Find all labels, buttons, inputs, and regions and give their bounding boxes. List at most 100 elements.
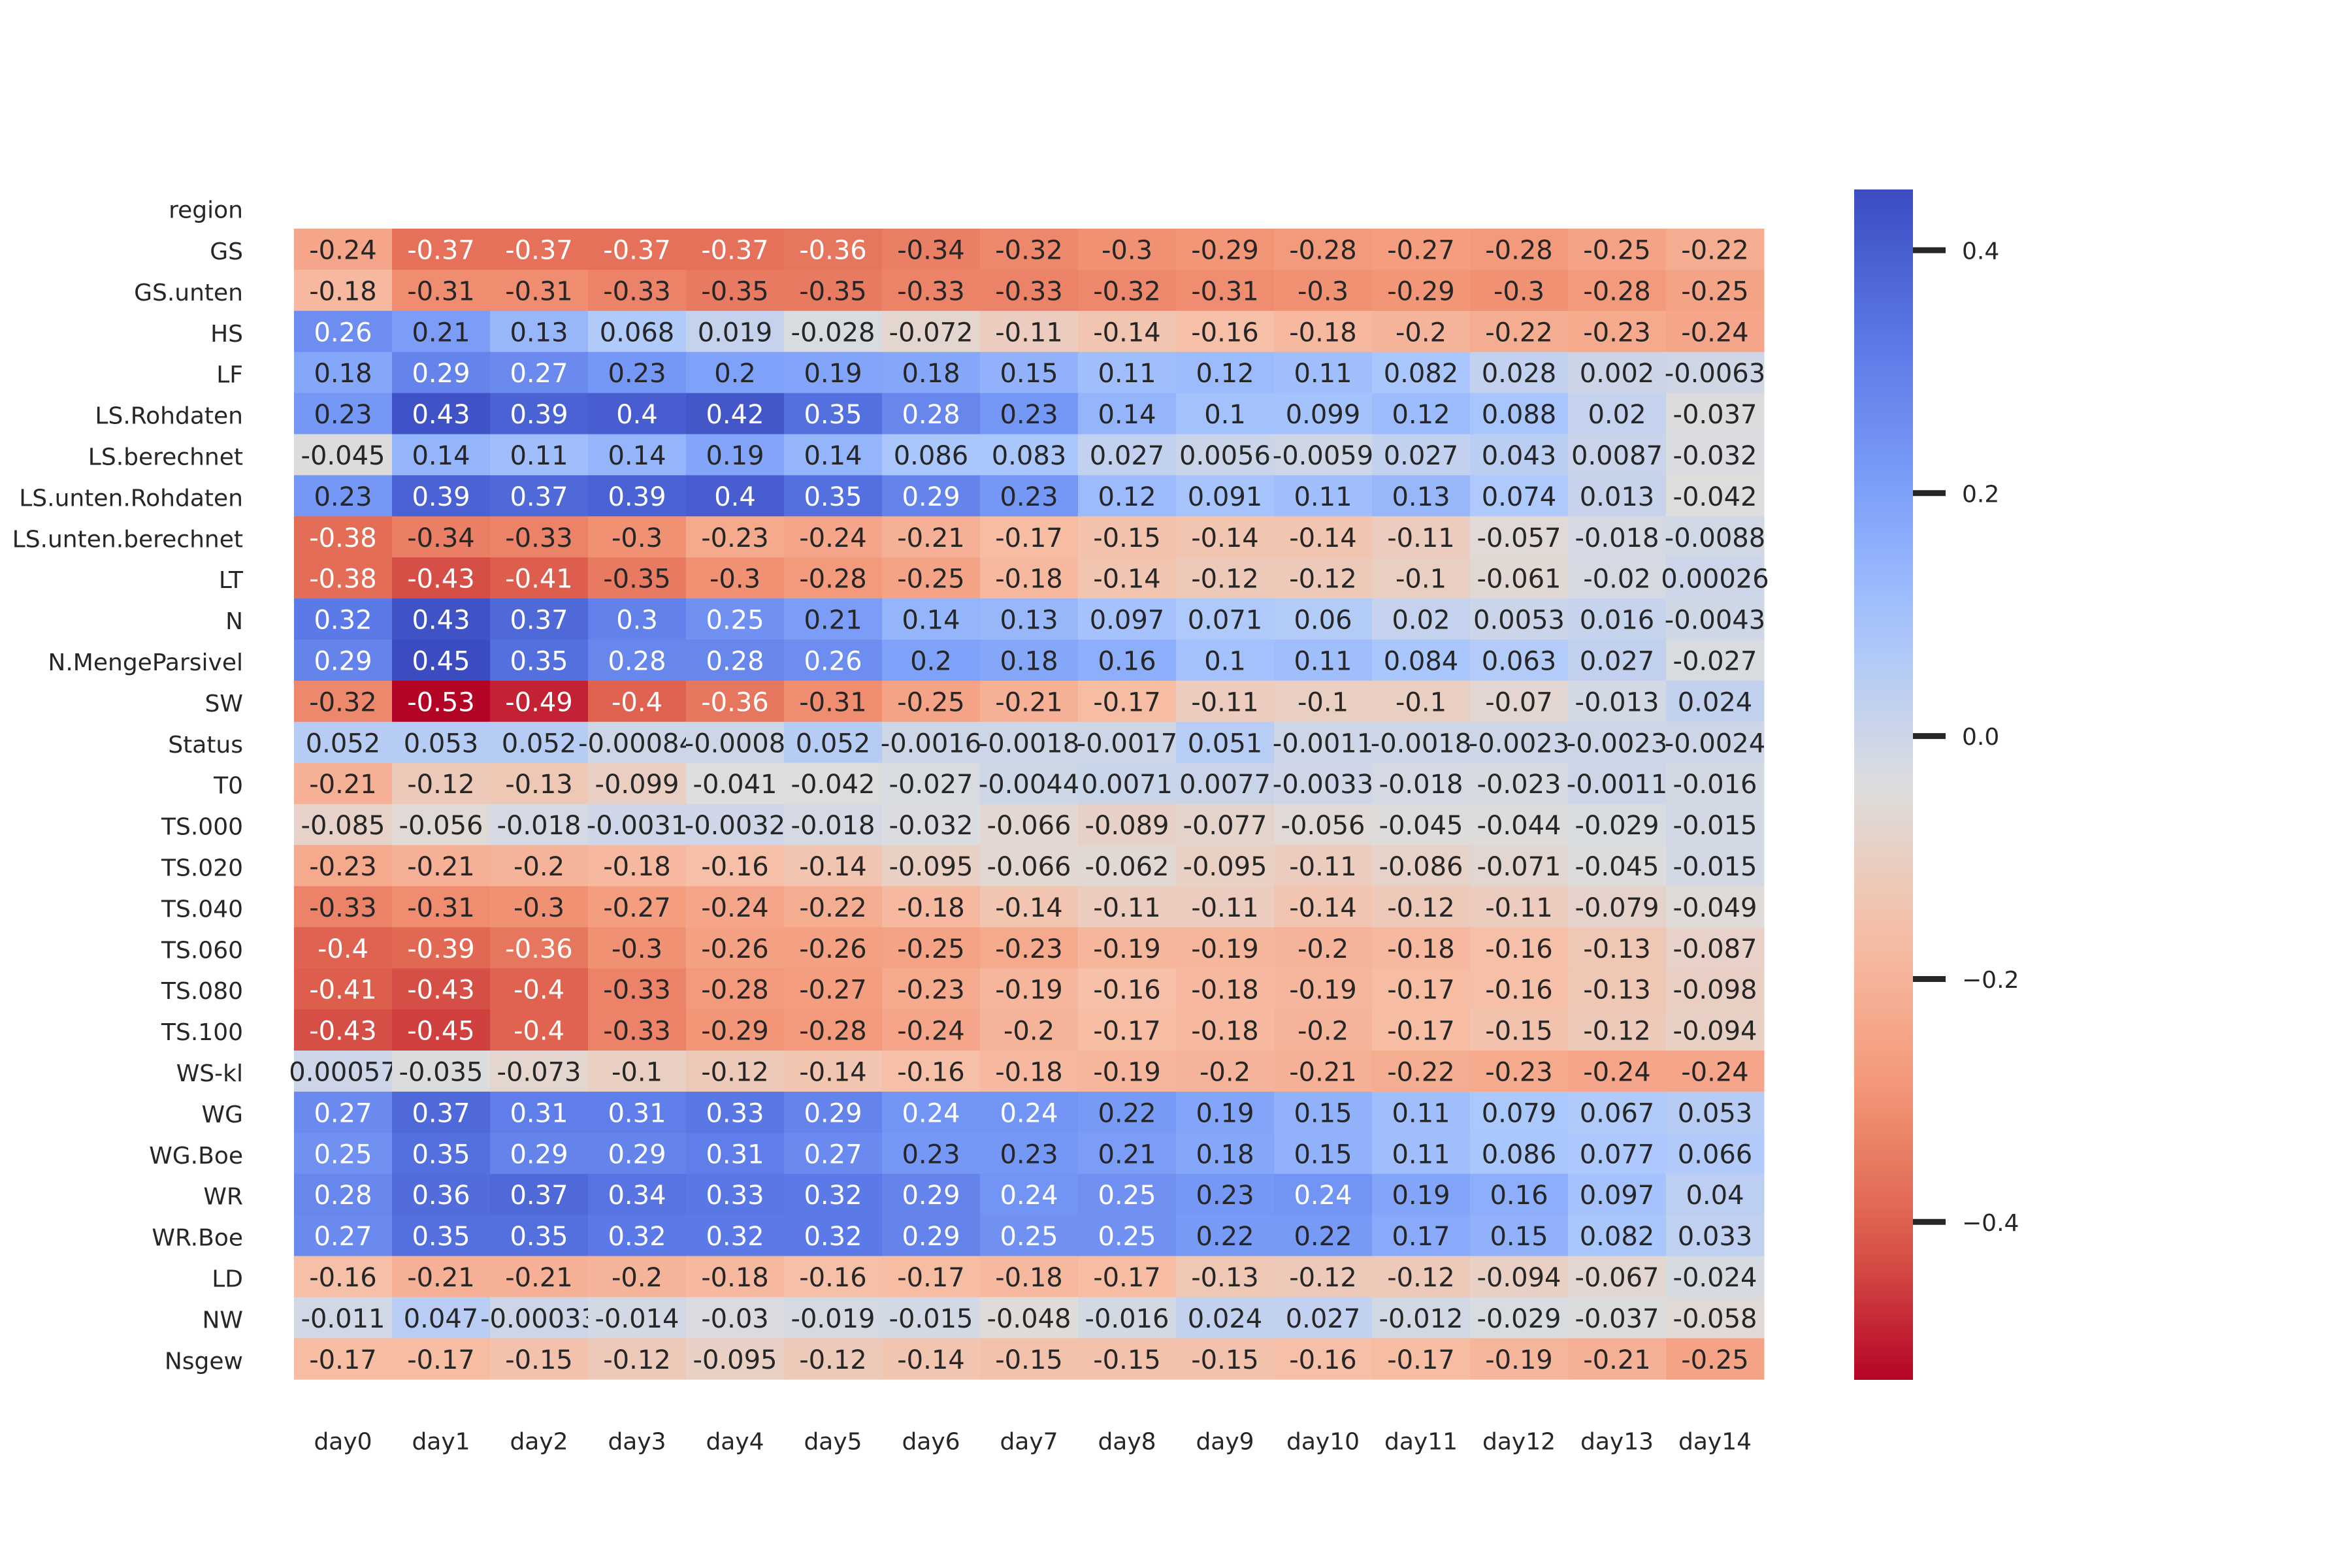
heatmap-cell xyxy=(686,516,785,558)
heatmap-cell xyxy=(1666,1051,1765,1092)
row-label: TS.000 xyxy=(161,814,243,841)
heatmap-cell xyxy=(784,968,883,1010)
heatmap-cell xyxy=(1470,1091,1569,1134)
cell-value-label: 0.27 xyxy=(804,1139,862,1169)
heatmap-cell xyxy=(980,968,1079,1010)
cell-value-label: -0.33 xyxy=(995,276,1063,306)
cell-value-label: -0.22 xyxy=(1387,1057,1455,1087)
cell-value-label: -0.0016 xyxy=(881,728,981,759)
heatmap-cell xyxy=(294,1297,393,1339)
cell-value-label: 0.051 xyxy=(1188,728,1263,759)
heatmap-cell xyxy=(392,968,491,1010)
column-label: day4 xyxy=(706,1429,764,1456)
cell-value-label: 0.25 xyxy=(314,1139,372,1169)
cell-value-label: -0.32 xyxy=(995,235,1063,265)
colorbar-tick-label: −0.4 xyxy=(1962,1210,2019,1237)
cell-value-label: -0.12 xyxy=(1387,893,1455,923)
cell-value-label: -0.11 xyxy=(1289,852,1357,882)
cell-value-label: 0.3 xyxy=(616,606,658,636)
heatmap-cell xyxy=(882,1256,981,1298)
column-label: day12 xyxy=(1482,1429,1556,1456)
heatmap-cell xyxy=(490,516,589,558)
heatmap-cell xyxy=(588,1132,687,1175)
heatmap-cell xyxy=(392,1256,491,1298)
cell-value-label: -0.18 xyxy=(995,1057,1063,1087)
cell-value-label: -0.045 xyxy=(1575,852,1659,882)
heatmap-cell xyxy=(1078,762,1177,805)
cell-value-label: 0.00057 xyxy=(289,1057,397,1087)
cell-value-label: 0.11 xyxy=(1098,359,1156,389)
heatmap-cell xyxy=(980,1256,1079,1298)
heatmap-cell xyxy=(1274,721,1373,764)
heatmap-cell xyxy=(1078,927,1177,969)
heatmap-cell xyxy=(1470,351,1569,394)
row-label: LS.berechnet xyxy=(88,444,243,470)
heatmap-cell xyxy=(392,1297,491,1339)
heatmap-cell xyxy=(1470,557,1569,599)
cell-value-label: 0.35 xyxy=(412,1139,470,1169)
column-label: day6 xyxy=(902,1429,960,1456)
heatmap-cell xyxy=(490,393,589,434)
heatmap-cell xyxy=(490,886,589,928)
cell-value-label: 0.26 xyxy=(804,646,862,676)
cell-value-label: -0.11 xyxy=(1485,893,1553,923)
cell-value-label: 0.066 xyxy=(1678,1139,1753,1169)
cell-value-label: 0.027 xyxy=(1286,1304,1361,1334)
heatmap-cell xyxy=(1078,1215,1177,1256)
heatmap-cell xyxy=(1274,927,1373,969)
colorbar-tick-label: 0.2 xyxy=(1962,481,1999,508)
row-label: LT xyxy=(219,567,244,594)
heatmap-cell xyxy=(1372,1132,1471,1175)
cell-value-label: 0.14 xyxy=(902,606,960,636)
heatmap-cell xyxy=(1568,1009,1667,1051)
heatmap-cell xyxy=(1568,968,1667,1010)
cell-value-label: -0.018 xyxy=(1575,523,1659,553)
cell-value-label: 0.19 xyxy=(1392,1181,1450,1211)
cell-value-label: -0.1 xyxy=(1396,687,1446,717)
cell-value-label: -0.0033 xyxy=(1273,770,1373,800)
colorbar-tick-label: −0.2 xyxy=(1962,967,2019,994)
cell-value-label: -0.018 xyxy=(497,811,581,841)
colorbar-tick-label: 0.4 xyxy=(1962,238,1999,265)
heatmap-cell xyxy=(686,475,785,517)
cell-value-label: 0.074 xyxy=(1482,482,1557,512)
heatmap-cell xyxy=(1176,393,1275,434)
heatmap-cell xyxy=(1666,927,1765,969)
cell-value-label: -0.094 xyxy=(1477,1263,1561,1293)
heatmap-cell xyxy=(1470,804,1569,845)
heatmap-cell xyxy=(1666,1009,1765,1051)
heatmap-cell xyxy=(882,886,981,928)
cell-value-label: 0.28 xyxy=(902,400,960,430)
heatmap-cell xyxy=(1470,1338,1569,1380)
heatmap-cell xyxy=(392,557,491,599)
cell-value-label: -0.24 xyxy=(701,893,769,923)
heatmap-cell xyxy=(588,1215,687,1256)
heatmap-cell xyxy=(1274,351,1373,394)
cell-value-label: -0.094 xyxy=(1673,1017,1757,1047)
heatmap-cell xyxy=(1372,640,1471,681)
cell-value-label: -0.29 xyxy=(701,1017,769,1047)
cell-value-label: -0.27 xyxy=(799,975,867,1005)
heatmap-cell xyxy=(784,475,883,517)
heatmap-cell xyxy=(294,475,393,517)
cell-value-label: -0.056 xyxy=(399,811,483,841)
cell-value-label: -0.21 xyxy=(897,523,965,553)
cell-value-label: -0.13 xyxy=(1191,1263,1259,1293)
heatmap-cell xyxy=(784,1009,883,1051)
heatmap-cell xyxy=(392,351,491,394)
heatmap-cell xyxy=(1078,434,1177,476)
cell-value-label: -0.18 xyxy=(1289,318,1357,348)
cell-value-label: -0.21 xyxy=(1583,1345,1651,1375)
heatmap-cell xyxy=(1372,598,1471,640)
cell-value-label: 0.25 xyxy=(1000,1222,1058,1252)
cell-value-label: 0.27 xyxy=(314,1222,372,1252)
cell-value-label: -0.28 xyxy=(701,975,769,1005)
cell-value-label: -0.0059 xyxy=(1273,441,1373,471)
cell-value-label: -0.062 xyxy=(1085,852,1169,882)
cell-value-label: -0.25 xyxy=(897,564,965,595)
cell-value-label: 0.043 xyxy=(1482,441,1557,471)
heatmap-cell xyxy=(784,1338,883,1380)
column-label: day11 xyxy=(1384,1429,1458,1456)
heatmap-cell xyxy=(1372,1297,1471,1339)
cell-value-label: -0.29 xyxy=(1387,276,1455,306)
